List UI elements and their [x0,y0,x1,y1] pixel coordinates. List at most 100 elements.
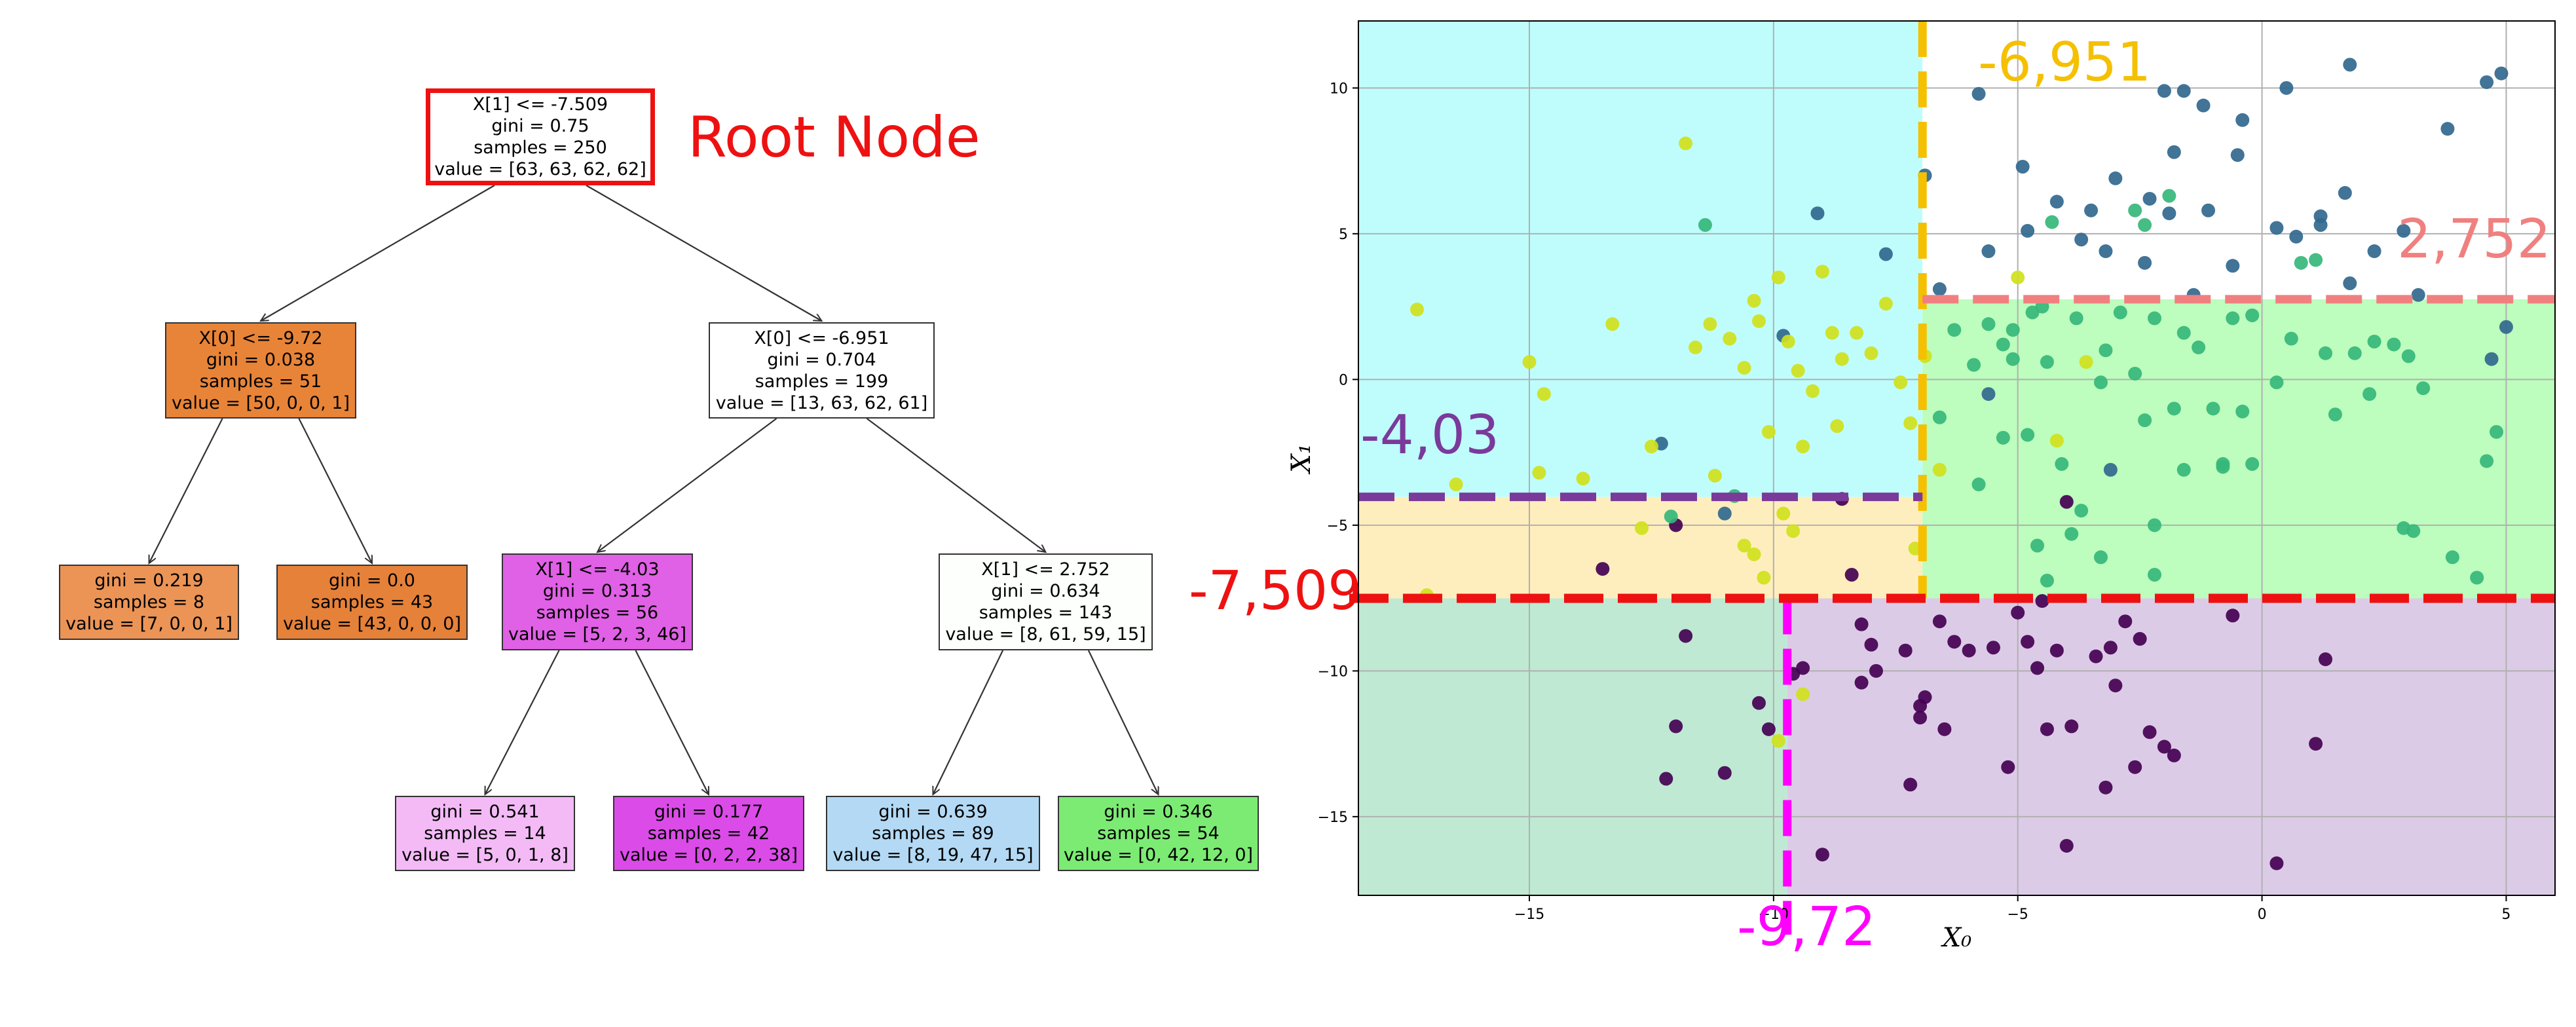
plot-frame [1358,20,2556,896]
node-text-line: value = [63, 63, 62, 62] [434,159,646,179]
data-point [2021,635,2035,649]
data-point [1937,722,1952,736]
data-point [1932,614,1947,629]
data-point [2245,457,2260,471]
node-text-line: gini = 0.346 [1104,802,1213,822]
data-point [2138,413,2152,428]
data-point [2138,255,2152,270]
data-point [2245,308,2260,322]
data-point [2064,719,2079,734]
data-point [2006,323,2020,337]
data-point [1981,317,1996,331]
data-point [2148,311,2162,326]
data-point [1689,340,1703,354]
data-point [1947,635,1962,649]
grid-lines [1358,21,2555,895]
data-point [1898,643,1913,658]
data-point [2343,58,2357,72]
data-point [1717,506,1732,521]
data-point [2015,160,2030,174]
data-point [1967,358,1981,372]
node-text-line: gini = 0.639 [878,802,988,822]
node-text-line: samples = 89 [872,823,994,844]
data-point [1723,331,1737,346]
data-point [1669,719,1683,734]
node-text-line: value = [50, 0, 0, 1] [172,392,350,413]
data-point [2006,352,2020,366]
tree-leaf-node: gini = 0.541 samples = 14 value = [5, 0, 1… [395,796,575,871]
data-point [1644,439,1658,454]
data-point [2157,739,2171,754]
data-point [1747,547,1761,561]
node-text-line: samples = 199 [755,371,889,392]
data-point [1815,848,1829,862]
y-tick-label: −5 [1327,518,1348,534]
node-text-line: value = [13, 63, 62, 61] [715,392,928,413]
node-text-line: value = [0, 2, 2, 38] [620,845,798,865]
threshold-label-x1-root: -7,509 [1189,560,1362,622]
data-point [2167,401,2181,416]
data-point [2226,608,2240,623]
data-point [2401,349,2416,364]
data-point [2148,518,2162,532]
data-point [2162,206,2176,221]
threshold-label-x1-mid-left: -4,03 [1360,404,1500,466]
data-point [1947,323,1962,337]
data-point [2309,737,2323,751]
y-tick-label: 0 [1339,372,1348,388]
data-point [1986,641,2000,655]
x-axis-label: X₀ [1941,923,1972,953]
tree-edge [261,185,495,321]
data-point [1409,303,1424,317]
decision-regions [1358,21,2555,895]
data-point [2108,171,2123,185]
data-point [1751,696,1766,710]
data-point [1796,661,1810,675]
data-point [2040,573,2054,588]
data-point [2093,375,2108,390]
data-point [1449,477,1463,492]
data-point [2011,271,2025,285]
data-point [2103,641,2118,655]
data-point [1835,352,1849,366]
data-point [2040,355,2054,369]
data-point [1605,317,1620,331]
data-point [1844,568,1859,582]
data-point [1854,675,1869,690]
data-point [1932,462,1947,477]
data-point [1761,722,1776,736]
data-point [1796,687,1810,701]
data-point [1679,629,1693,643]
data-point [1751,314,1766,328]
data-point [2235,404,2250,419]
data-point [2480,454,2494,468]
data-point [2099,780,2113,794]
data-point [2480,75,2494,89]
data-point [2099,343,2113,358]
node-text-line: samples = 51 [199,371,322,392]
data-point [1962,643,1976,658]
data-point [1659,772,1673,786]
node-text-line: gini = 0.541 [430,802,540,822]
data-point [2089,649,2103,663]
data-point [2362,387,2377,401]
data-point [2059,838,2074,853]
data-point [2069,311,2083,326]
node-text-line: X[1] <= -4.03 [535,559,660,580]
data-point [1894,375,1908,390]
node-text-line: samples = 8 [93,592,205,612]
node-text-line: samples = 250 [474,138,607,158]
data-point [2103,462,2118,477]
data-point [1971,86,1986,101]
data-point [1737,361,1751,375]
data-point [1635,521,1649,535]
data-point [1786,524,1801,538]
tree-split-node: X[0] <= -9.72 gini = 0.038 samples = 51 val… [165,322,356,419]
threshold-lines [1349,21,2555,935]
tree-leaf-node: gini = 0.219 samples = 8 value = [7, 0, 0,… [59,565,239,640]
data-point [1796,439,1810,454]
data-point [2142,725,2157,739]
data-point [2074,233,2089,247]
node-text-line: gini = 0.704 [767,349,876,370]
